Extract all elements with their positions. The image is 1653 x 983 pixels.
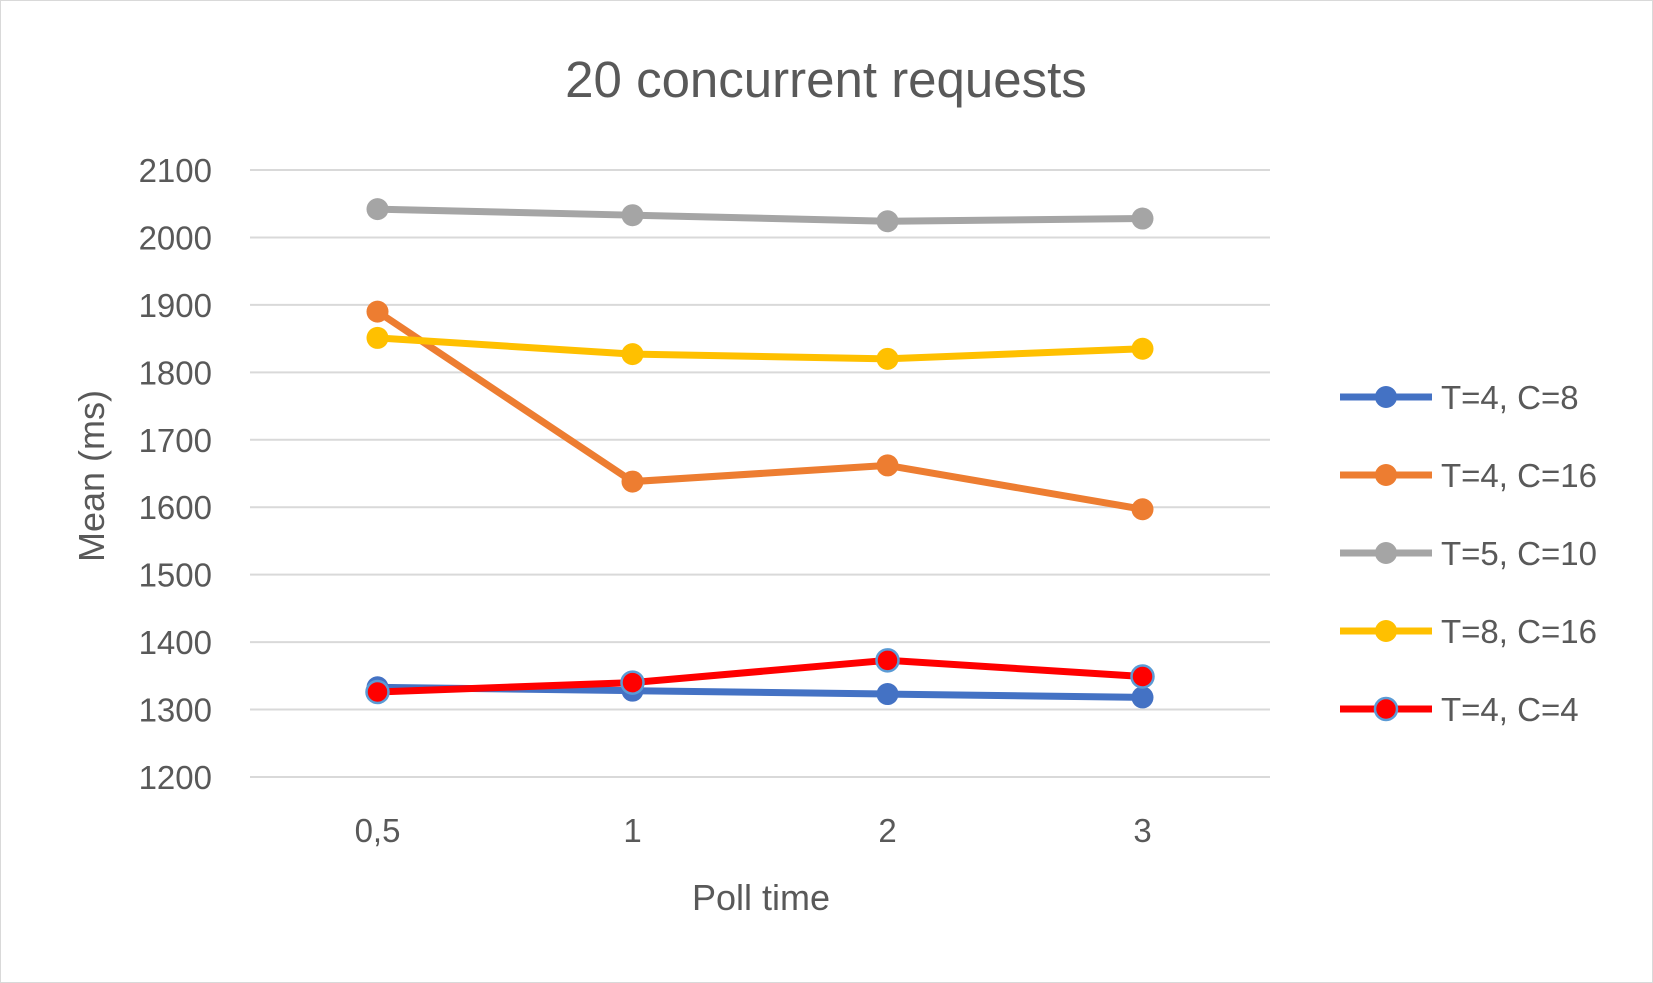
data-point [875,648,900,673]
y-tick-label: 1800 [139,354,212,391]
series-line [374,334,1146,363]
x-tick-label: 1 [623,812,641,849]
y-tick-label: 1700 [139,422,212,459]
legend-marker [1375,464,1397,486]
legend-label: T=4, C=8 [1441,379,1579,416]
data-point [1130,664,1155,689]
data-point [1131,207,1154,230]
legend-label: T=4, C=16 [1441,457,1597,494]
series-lines [374,205,1146,701]
data-point [620,670,645,695]
legend-marker [1375,620,1397,642]
data-point [366,198,389,221]
y-tick-label: 1200 [139,759,212,796]
chart-title: 20 concurrent requests [565,51,1087,108]
data-point [876,454,899,477]
data-point [876,683,899,706]
legend-label: T=5, C=10 [1441,535,1597,572]
series-line [374,656,1146,696]
y-axis-label: Mean (ms) [71,390,112,562]
legend: T=4, C=8 T=4, C=16 T=5, C=10 T=8, C=16 T=4, … [1340,379,1597,728]
legend-label: T=4, C=4 [1441,691,1579,728]
y-tick-label: 1300 [139,692,212,729]
x-axis-label: Poll time [692,877,830,918]
legend-marker [1373,696,1399,722]
data-point [366,326,389,349]
legend-marker [1375,542,1397,564]
x-tick-label: 3 [1133,812,1151,849]
data-point [1131,498,1154,521]
data-point [621,343,644,366]
y-tick-label: 1600 [139,489,212,526]
gridlines [250,169,1270,778]
series-markers [365,198,1155,709]
y-tick-label: 2100 [139,152,212,189]
x-axis-ticks: 0,5 1 2 3 [355,812,1152,849]
data-point [621,204,644,227]
series-line [374,308,1146,513]
data-point [366,300,389,323]
y-axis-ticks: 1200 1300 1400 1500 1600 1700 1800 1900 2000 2100 [139,152,212,796]
data-point [621,470,644,493]
data-point [1131,686,1154,709]
x-tick-label: 2 [878,812,896,849]
legend-label: T=8, C=16 [1441,613,1597,650]
x-tick-label: 0,5 [355,812,401,849]
series-line [374,205,1146,225]
y-tick-label: 1500 [139,557,212,594]
data-point [365,679,390,705]
data-point [1131,337,1154,360]
data-point [876,347,899,370]
legend-marker [1375,386,1397,408]
y-tick-label: 1400 [139,624,212,661]
y-tick-label: 1900 [139,287,212,324]
y-tick-label: 2000 [139,219,212,256]
data-point [876,210,899,233]
